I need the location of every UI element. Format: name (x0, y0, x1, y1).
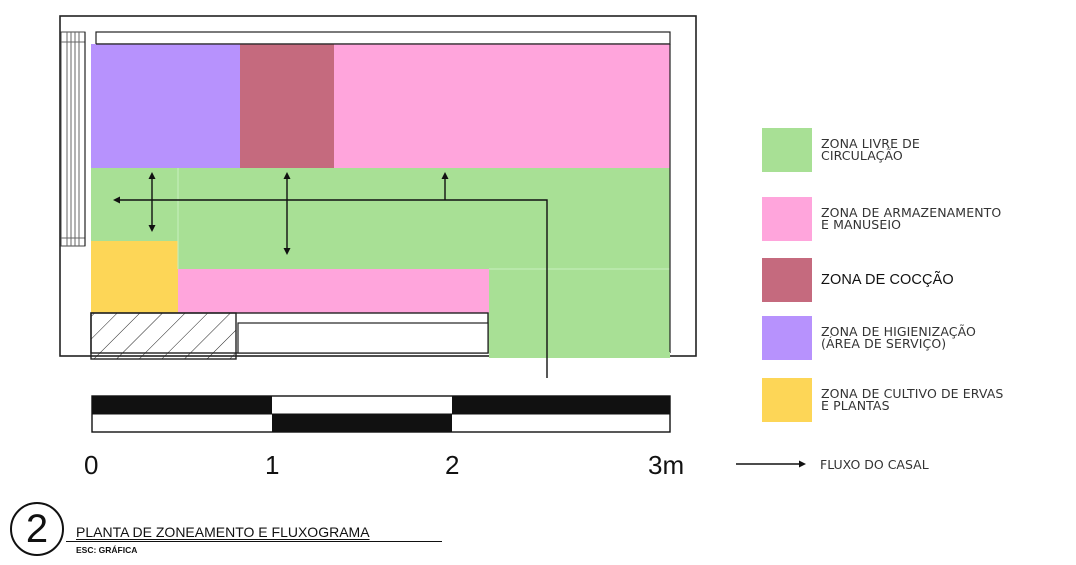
scale-label-2: 2 (445, 450, 460, 480)
legend-swatch-herbs (762, 378, 812, 422)
window (60, 31, 86, 247)
legend-item-herbs: ZONA DE CULTIVO DE ERVAS E PLANTAS (762, 378, 1071, 422)
zone-storage-bottom (178, 269, 489, 313)
zone-herbs (91, 241, 178, 313)
flow-arrow-1-up (148, 172, 156, 179)
drawing-number: 2 (10, 502, 64, 556)
zone-cooking (240, 44, 334, 168)
flow-path (113, 172, 548, 378)
flow-arrow-left (113, 196, 120, 204)
legend-label-herbs: ZONA DE CULTIVO DE ERVAS E PLANTAS (821, 386, 1004, 413)
legend-item-circulation: ZONA LIVRE DE CIRCULAÇÃO (762, 128, 1071, 172)
flow-arrow-2-down (283, 248, 291, 255)
drawing-title: PLANTA DE ZONEAMENTO E FLUXOGRAMA (76, 524, 370, 540)
zones (91, 43, 671, 353)
flow-arrow-3-up (441, 172, 449, 179)
scale-label-3m: 3m (648, 450, 685, 480)
scale-label-1: 1 (265, 450, 280, 480)
legend-swatch-hygiene (762, 316, 812, 360)
legend-swatch-storage (762, 197, 812, 241)
legend-swatch-cooking (762, 258, 812, 302)
zone-hygiene (91, 44, 240, 168)
scale-bar (91, 395, 671, 433)
legend-item-cooking: ZONA DE COCÇÃO (762, 258, 1071, 302)
counter (90, 312, 489, 360)
title-underline (66, 541, 442, 542)
legend-label-circulation: ZONA LIVRE DE CIRCULAÇÃO (821, 136, 920, 163)
scale-label-0: 0 (84, 450, 99, 480)
drawing-scale-note: ESC: GRÁFICA (76, 545, 138, 555)
flow-arrow-1-down (148, 225, 156, 232)
legend-item-storage: ZONA DE ARMAZENAMENTO E MANUSEIO (762, 197, 1071, 241)
legend-item-hygiene: ZONA DE HIGIENIZAÇÃO (ÁREA DE SERVIÇO) (762, 316, 1071, 360)
legend-swatch-circulation (762, 128, 812, 172)
flow-main-line (118, 199, 548, 378)
legend-item-flow: FLUXO DO CASAL (736, 456, 929, 472)
legend-label-cooking: ZONA DE COCÇÃO (821, 272, 954, 288)
legend-label-hygiene: ZONA DE HIGIENIZAÇÃO (ÁREA DE SERVIÇO) (821, 324, 976, 351)
legend-label-storage: ZONA DE ARMAZENAMENTO E MANUSEIO (821, 205, 1002, 232)
floor-plan (59, 15, 697, 433)
legend: ZONA LIVRE DE CIRCULAÇÃO ZONA DE ARMAZEN… (762, 0, 1076, 565)
legend-label-flow: FLUXO DO CASAL (820, 456, 929, 472)
flow-arrow-icon (736, 460, 806, 468)
zone-storage-top (334, 44, 670, 168)
flow-arrow-2-up (283, 172, 291, 179)
